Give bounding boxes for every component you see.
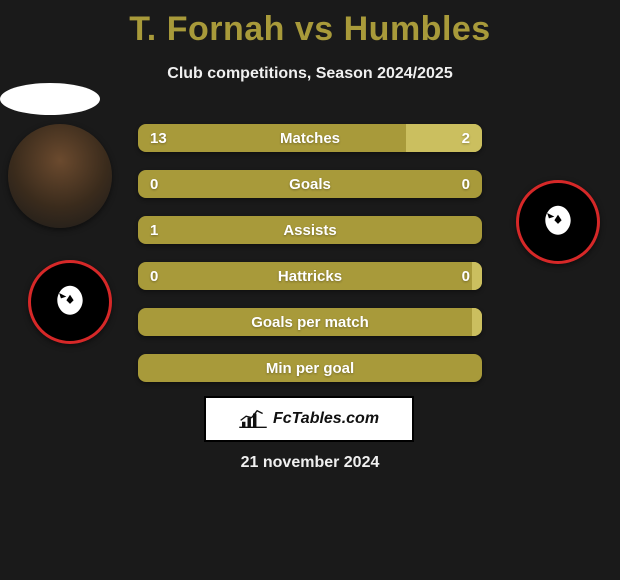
stat-bar: Goals per match [138,308,482,336]
date-text: 21 november 2024 [0,454,620,472]
stat-bar: Assists1 [138,216,482,244]
player-right-avatar [0,83,100,115]
club-right-badge [516,180,600,264]
player-left-avatar [8,124,112,228]
stat-bar-value-right: 0 [462,170,470,198]
stat-bar-value-left: 0 [150,262,158,290]
stat-bar-label: Goals [138,170,482,198]
stat-bar-label: Hattricks [138,262,482,290]
watermark-text: FcTables.com [273,410,379,428]
stat-bar-value-left: 13 [150,124,167,152]
stat-bar-label: Assists [138,216,482,244]
chart-icon [239,408,267,430]
stat-bar: Hattricks0 0 [138,262,482,290]
stat-bars: Matches132Goals00Assists1Hattricks00Goal… [138,124,482,400]
stat-bar: Matches13 2 [138,124,482,152]
stat-bar-value-left: 1 [150,216,158,244]
stat-bar-value-right: 0 [462,262,470,290]
stat-bar: Min per goal [138,354,482,382]
stat-bar-label: Min per goal [138,354,482,382]
lion-shield-icon [529,193,587,251]
stat-bar: Goals0 0 [138,170,482,198]
club-left-badge [28,260,112,344]
stat-bar-value-right: 2 [462,124,470,152]
lion-shield-icon [41,273,99,331]
watermark: FcTables.com [204,396,414,442]
stat-bar-label: Goals per match [138,308,482,336]
page-title: T. Fornah vs Humbles [0,0,620,49]
stat-bar-label: Matches [138,124,482,152]
page-subtitle: Club competitions, Season 2024/2025 [0,65,620,83]
stat-bar-value-left: 0 [150,170,158,198]
